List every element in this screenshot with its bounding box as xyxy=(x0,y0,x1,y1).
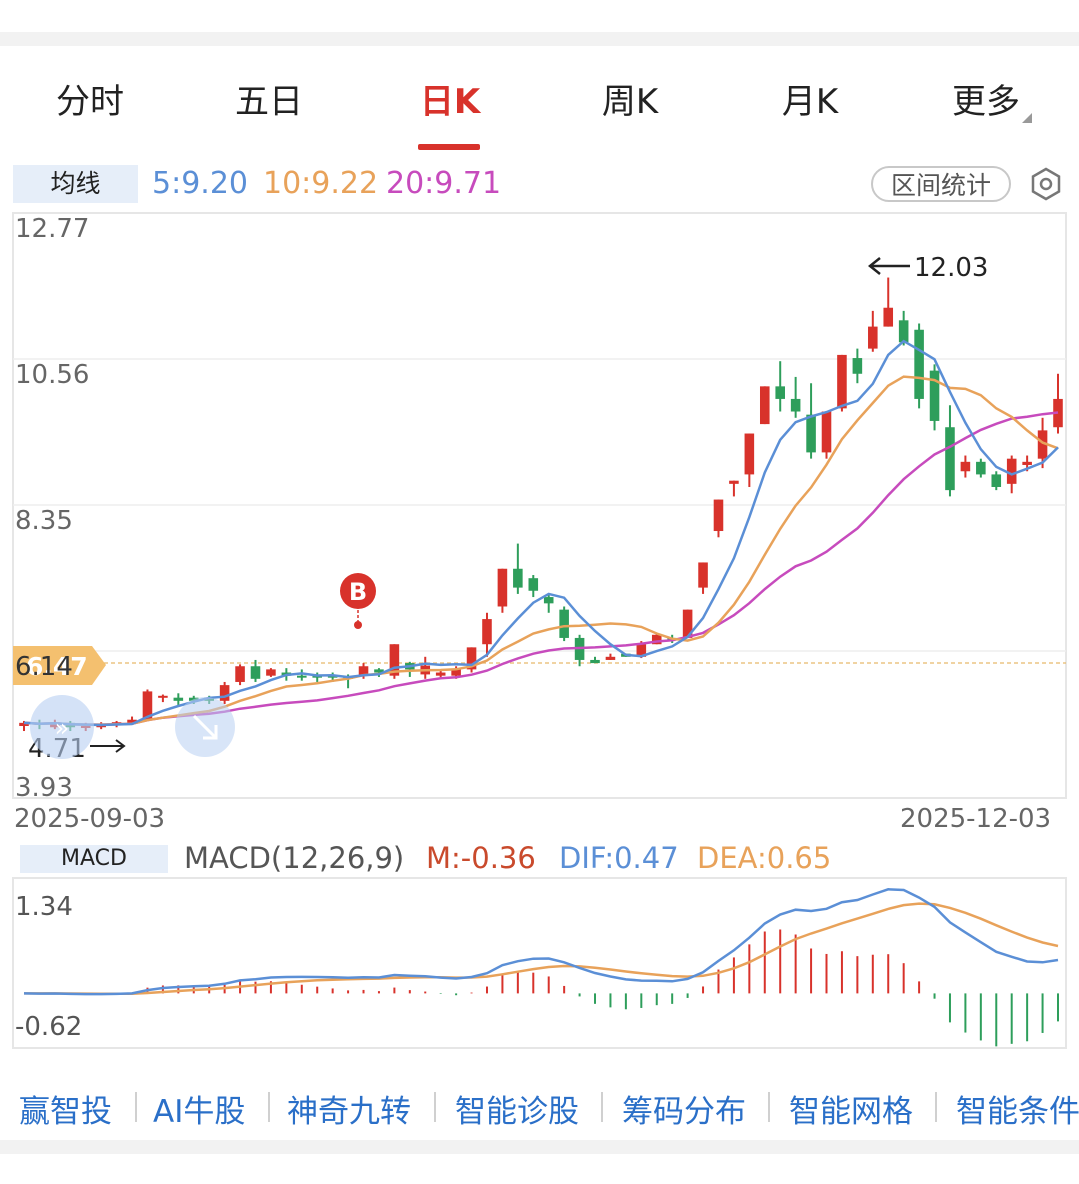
candle xyxy=(682,609,693,638)
scroll-left-button[interactable]: » xyxy=(30,695,94,759)
tool-ai-stocks[interactable]: AI牛股 xyxy=(153,1094,246,1130)
tab-intraday[interactable]: 分时 xyxy=(56,82,124,122)
macd-y-top: 1.34 xyxy=(15,892,73,922)
macd-dea-value: DEA:0.65 xyxy=(697,841,832,875)
candle xyxy=(852,348,863,384)
buy-signal-letter: B xyxy=(349,578,367,606)
candle xyxy=(266,668,276,677)
candle xyxy=(389,644,400,679)
candle xyxy=(590,656,600,664)
candle xyxy=(1053,373,1063,434)
candle xyxy=(759,386,770,425)
candle xyxy=(806,383,816,459)
toolbar-divider xyxy=(268,1092,270,1122)
candle xyxy=(513,543,523,594)
candle xyxy=(420,656,431,679)
period-tabs: 分时 五日 日K 周K 月K 更多 xyxy=(0,46,1079,156)
toolbar-divider xyxy=(601,1092,603,1122)
candle xyxy=(543,593,554,613)
candle xyxy=(837,354,847,412)
y-tick-middle: 8.35 xyxy=(15,506,73,536)
y-tick-lower: 6.14 xyxy=(15,652,73,682)
candle xyxy=(497,568,508,613)
candle xyxy=(574,634,585,667)
section-divider xyxy=(0,1140,1079,1154)
candle xyxy=(482,612,492,657)
tab-monthly-k[interactable]: 月K xyxy=(781,82,839,122)
candle xyxy=(235,664,245,686)
candle xyxy=(744,433,755,487)
start-date: 2025-09-03 xyxy=(14,804,166,834)
candle xyxy=(559,606,569,642)
ma5-value: 5:9.20 xyxy=(152,166,248,201)
candle xyxy=(219,681,230,704)
section-divider xyxy=(0,32,1079,46)
tab-more[interactable]: 更多 xyxy=(952,74,1032,123)
macd-m-value: M:-0.36 xyxy=(426,841,536,875)
tab-five-day[interactable]: 五日 xyxy=(235,82,303,122)
macd-y-bottom: -0.62 xyxy=(15,1012,83,1042)
zoom-button[interactable] xyxy=(175,697,235,757)
candle xyxy=(528,575,539,598)
high-price-label: 12.03 xyxy=(914,253,988,283)
candle xyxy=(466,647,477,673)
candle xyxy=(868,310,878,352)
kline-chart[interactable]: 12.03 4.71 B 6.47 » xyxy=(0,205,1079,810)
price-tag-badge: 6.47 xyxy=(13,646,106,685)
candle xyxy=(914,323,924,409)
buy-signal-icon[interactable]: B xyxy=(340,573,376,629)
toolbar-divider xyxy=(135,1092,137,1122)
toolbar-divider xyxy=(768,1092,770,1122)
candle xyxy=(713,499,724,538)
candle xyxy=(605,653,616,660)
indicator-selector[interactable]: MACD xyxy=(20,845,168,873)
macd-dif-value: DIF:0.47 xyxy=(559,841,679,875)
end-date: 2025-12-03 xyxy=(900,804,1052,834)
candle xyxy=(929,364,940,431)
candle xyxy=(297,669,307,681)
tool-magic-nine[interactable]: 神奇九转 xyxy=(287,1094,411,1130)
y-tick-top: 12.77 xyxy=(15,214,90,244)
ma20-value: 20:9.71 xyxy=(386,166,502,201)
tab-more-label: 更多 xyxy=(952,82,1020,122)
candle xyxy=(173,693,184,706)
macd-chart[interactable] xyxy=(0,876,1079,1051)
candle xyxy=(790,376,801,418)
tab-weekly-k[interactable]: 周K xyxy=(601,82,659,122)
candle xyxy=(976,458,986,478)
toolbar-divider xyxy=(935,1092,937,1122)
candle xyxy=(19,720,29,732)
dropdown-triangle-icon xyxy=(1022,113,1032,123)
candle xyxy=(729,480,739,497)
candle xyxy=(883,277,894,327)
tool-smart-grid[interactable]: 智能网格 xyxy=(789,1094,913,1130)
candle xyxy=(960,455,971,478)
current-price-tag: 6.47 xyxy=(26,652,88,681)
active-tab-indicator xyxy=(418,144,480,150)
candle xyxy=(775,361,785,412)
settings-hexagon-icon[interactable] xyxy=(1028,166,1064,206)
candle xyxy=(158,694,168,703)
analysis-toolbar: 赢智投 AI牛股 神奇九转 智能诊股 筹码分布 智能网格 智能条件 xyxy=(0,1080,1079,1130)
top-strip xyxy=(0,0,1079,32)
tool-chip-distribution[interactable]: 筹码分布 xyxy=(622,1094,746,1130)
y-tick-upper: 10.56 xyxy=(15,360,90,390)
ma10-value: 10:9.22 xyxy=(263,166,379,201)
candle xyxy=(698,562,708,594)
candle xyxy=(991,471,1002,491)
ma-selector[interactable]: 均线 xyxy=(13,165,138,203)
range-stats-button[interactable]: 区间统计 xyxy=(871,166,1011,202)
tool-smart-condition[interactable]: 智能条件 xyxy=(956,1094,1079,1130)
tool-ying-zhi-tou[interactable]: 赢智投 xyxy=(19,1094,112,1130)
candle xyxy=(821,411,832,459)
tool-smart-diagnosis[interactable]: 智能诊股 xyxy=(455,1094,579,1130)
tab-daily-k[interactable]: 日K xyxy=(419,82,481,122)
svg-text:»: » xyxy=(55,714,70,742)
macd-params: MACD(12,26,9) xyxy=(184,841,405,875)
candle xyxy=(945,405,955,497)
candle xyxy=(250,659,261,682)
toolbar-divider xyxy=(434,1092,436,1122)
y-tick-bottom: 3.93 xyxy=(15,773,73,803)
